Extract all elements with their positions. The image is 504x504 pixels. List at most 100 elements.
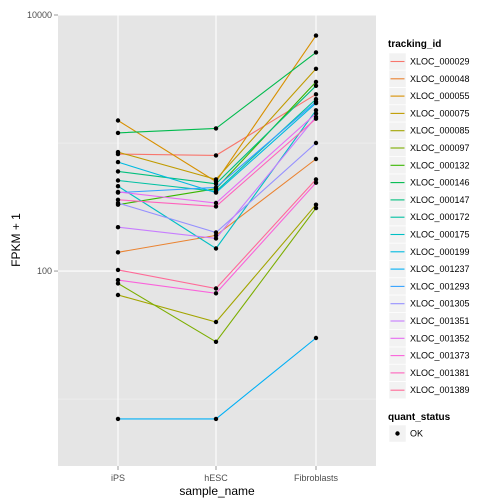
legend-label: XLOC_000075 bbox=[410, 108, 470, 118]
data-point bbox=[213, 190, 219, 195]
data-point bbox=[213, 204, 219, 209]
quant-status-legend-title: quant_status bbox=[388, 412, 451, 423]
data-point bbox=[115, 292, 121, 298]
data-point bbox=[213, 339, 219, 344]
data-point bbox=[115, 267, 121, 273]
y-axis-ticks: 100 10000 bbox=[27, 10, 58, 276]
data-point bbox=[115, 416, 121, 422]
data-point bbox=[213, 236, 219, 241]
x-tick-label: hESC bbox=[204, 473, 228, 483]
legend-item: XLOC_000055 bbox=[388, 87, 470, 105]
data-point bbox=[313, 180, 319, 185]
data-point bbox=[313, 83, 319, 89]
legend-item: XLOC_001389 bbox=[388, 381, 470, 399]
legend-label: XLOC_001381 bbox=[410, 368, 470, 378]
x-axis-title: sample_name bbox=[179, 484, 255, 498]
legend-label: XLOC_001373 bbox=[410, 351, 470, 361]
data-point bbox=[313, 116, 319, 121]
legend-item: XLOC_001237 bbox=[388, 260, 470, 278]
series-points bbox=[115, 33, 319, 422]
quant-status-ok-point bbox=[395, 431, 400, 436]
quant-status-legend: quant_status OK bbox=[388, 412, 451, 443]
data-point bbox=[313, 33, 319, 38]
data-point bbox=[115, 184, 121, 189]
data-point bbox=[213, 153, 219, 158]
data-point bbox=[313, 92, 319, 97]
legend-label: XLOC_000132 bbox=[410, 160, 470, 170]
y-tick-label: 100 bbox=[37, 266, 52, 276]
legend-label: XLOC_001351 bbox=[410, 316, 470, 326]
data-point bbox=[115, 130, 121, 136]
data-point bbox=[115, 178, 121, 183]
data-point bbox=[115, 250, 121, 255]
data-point bbox=[213, 246, 219, 251]
data-point bbox=[313, 99, 319, 105]
legend-label: XLOC_001352 bbox=[410, 333, 470, 343]
data-point bbox=[115, 189, 121, 195]
x-axis-ticks: iPS hESC Fibroblasts bbox=[111, 466, 339, 483]
x-tick-label: iPS bbox=[111, 473, 125, 483]
data-point bbox=[313, 177, 319, 182]
data-point bbox=[213, 200, 219, 206]
legend-item: XLOC_000175 bbox=[388, 225, 470, 244]
legend-label: XLOC_000048 bbox=[410, 74, 470, 84]
legend-item: XLOC_001381 bbox=[388, 364, 470, 382]
legend-label: XLOC_000055 bbox=[410, 91, 470, 101]
data-point bbox=[213, 286, 219, 291]
data-point bbox=[115, 197, 121, 202]
data-point bbox=[115, 169, 121, 174]
legend-item: XLOC_001293 bbox=[388, 277, 470, 296]
legend-label: XLOC_000029 bbox=[410, 57, 470, 67]
legend-item: XLOC_000147 bbox=[388, 191, 470, 209]
legend-label: XLOC_000085 bbox=[410, 126, 470, 136]
legend-item: XLOC_000097 bbox=[388, 139, 470, 157]
data-point bbox=[115, 277, 121, 283]
legend-item: XLOC_000075 bbox=[388, 104, 470, 123]
legend-item: XLOC_000172 bbox=[388, 208, 470, 226]
legend-item: XLOC_001305 bbox=[388, 294, 470, 313]
legend-label: XLOC_000199 bbox=[410, 247, 470, 257]
legend-label: XLOC_000097 bbox=[410, 143, 470, 153]
data-point bbox=[313, 202, 319, 207]
legend-item: XLOC_000048 bbox=[388, 70, 470, 88]
legend-item: XLOC_000146 bbox=[388, 173, 470, 192]
legend-label: XLOC_000175 bbox=[410, 230, 470, 240]
data-point bbox=[115, 149, 121, 155]
data-point bbox=[213, 230, 219, 235]
legend-item: XLOC_000085 bbox=[388, 121, 470, 140]
plot-panel bbox=[58, 15, 376, 466]
legend-item: XLOC_000199 bbox=[388, 243, 470, 261]
data-point bbox=[213, 416, 219, 422]
data-point bbox=[213, 126, 219, 131]
legend-item: XLOC_001351 bbox=[388, 312, 470, 330]
legend-item: XLOC_001373 bbox=[388, 346, 470, 365]
data-point bbox=[313, 111, 319, 116]
data-point bbox=[313, 140, 319, 146]
y-tick-label: 10000 bbox=[27, 10, 52, 20]
data-point bbox=[313, 108, 319, 113]
data-point bbox=[213, 185, 219, 190]
y-axis-title: FPKM + 1 bbox=[9, 213, 23, 267]
legend-label: XLOC_001305 bbox=[410, 299, 470, 309]
data-point bbox=[213, 319, 219, 325]
data-point bbox=[313, 79, 319, 85]
legend-label: XLOC_001293 bbox=[410, 281, 470, 291]
data-point bbox=[213, 181, 219, 186]
data-point bbox=[313, 335, 319, 341]
tracking-id-legend: tracking_id XLOC_000029 XLOC_000048 XLOC_0… bbox=[388, 39, 470, 399]
data-point bbox=[313, 66, 319, 72]
data-point bbox=[213, 177, 219, 182]
legend-label: XLOC_000172 bbox=[410, 212, 470, 222]
data-point bbox=[115, 225, 121, 230]
data-point bbox=[115, 159, 121, 165]
legend-title: tracking_id bbox=[388, 39, 441, 50]
data-point bbox=[115, 200, 121, 206]
data-point bbox=[115, 118, 121, 123]
data-point bbox=[313, 50, 319, 55]
data-point bbox=[313, 156, 319, 162]
data-point bbox=[313, 205, 319, 211]
legend-label: XLOC_000147 bbox=[410, 195, 470, 205]
legend-label: XLOC_001237 bbox=[410, 264, 470, 274]
x-tick-label: Fibroblasts bbox=[294, 473, 339, 483]
